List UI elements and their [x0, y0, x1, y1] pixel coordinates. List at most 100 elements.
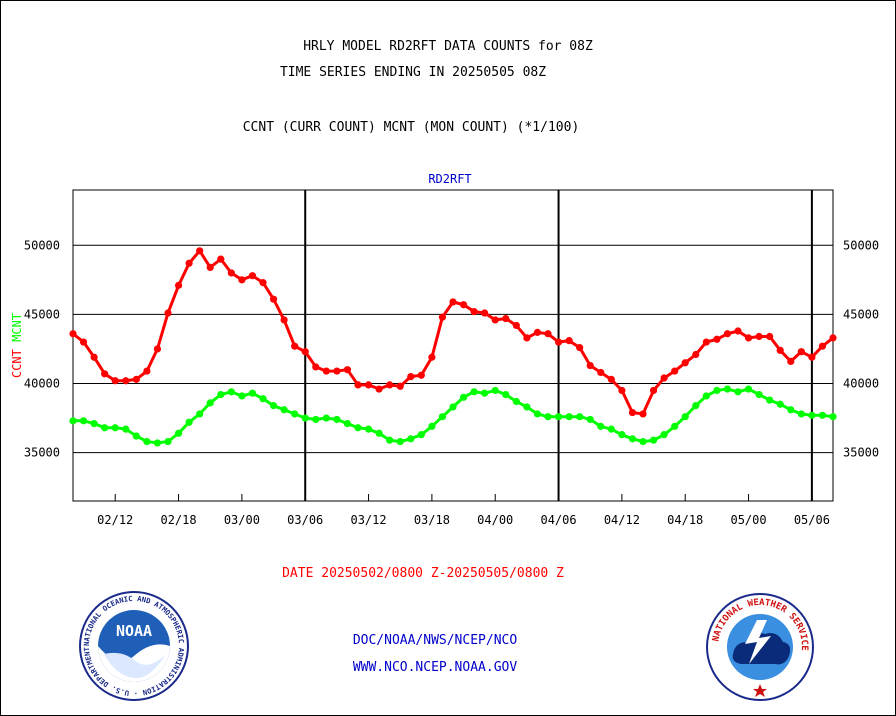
data-point-mcnt	[217, 390, 225, 399]
data-point-mcnt	[502, 390, 510, 399]
x-tick-label: 03/06	[287, 513, 323, 527]
data-point-mcnt	[755, 390, 763, 399]
data-point-mcnt	[122, 425, 130, 433]
data-point-ccnt	[196, 247, 204, 255]
data-point-ccnt	[502, 314, 510, 323]
data-point-ccnt	[533, 328, 542, 336]
data-point-mcnt	[702, 392, 710, 400]
data-point-ccnt	[280, 316, 288, 324]
data-point-ccnt	[797, 348, 805, 356]
data-point-mcnt	[153, 439, 162, 447]
data-point-mcnt	[375, 429, 383, 437]
data-point-ccnt	[132, 375, 140, 383]
x-tick-label: 04/06	[540, 513, 576, 527]
data-point-ccnt	[90, 353, 98, 361]
data-point-ccnt	[322, 367, 330, 375]
series-line-mcnt	[73, 387, 834, 445]
data-point-mcnt	[481, 389, 489, 397]
nws-logo: NATIONAL WEATHER SERVICE	[706, 593, 814, 701]
data-point-mcnt	[586, 415, 594, 424]
data-point-ccnt	[734, 327, 742, 335]
data-point-mcnt	[438, 413, 447, 421]
data-point-mcnt	[333, 415, 341, 424]
y-tick-label-right: 35000	[843, 446, 879, 460]
data-point-mcnt	[259, 395, 267, 403]
data-point-mcnt	[607, 425, 615, 433]
data-point-mcnt	[744, 385, 753, 393]
data-point-ccnt	[143, 367, 151, 375]
data-point-ccnt	[607, 375, 615, 383]
data-point-ccnt	[808, 353, 816, 361]
data-point-ccnt	[396, 382, 404, 390]
data-point-mcnt	[734, 388, 742, 396]
data-point-mcnt	[808, 411, 816, 419]
data-point-mcnt	[554, 413, 563, 421]
data-point-mcnt	[766, 396, 774, 404]
data-point-ccnt	[681, 359, 689, 367]
data-point-mcnt	[322, 414, 330, 422]
data-point-ccnt	[122, 377, 130, 385]
data-point-ccnt	[301, 348, 309, 356]
data-point-ccnt	[755, 332, 763, 341]
data-point-ccnt	[618, 386, 626, 395]
data-point-ccnt	[544, 330, 552, 338]
data-point-ccnt	[671, 367, 679, 375]
data-point-ccnt	[185, 259, 193, 267]
chart-title: RD2RFT	[428, 172, 471, 186]
data-point-mcnt	[174, 429, 183, 437]
data-point-ccnt	[744, 334, 753, 342]
data-point-ccnt	[459, 301, 468, 309]
noaa-logo: NATIONAL OCEANIC AND ATMOSPHERIC ADMINIS…	[78, 590, 189, 701]
data-point-ccnt	[333, 367, 341, 375]
data-point-ccnt	[217, 255, 225, 263]
data-point-mcnt	[597, 422, 605, 430]
data-point-mcnt	[132, 432, 140, 440]
y-axis-label-part: CCNT	[10, 349, 24, 378]
footer-date-range: DATE 20250502/0800 Z-20250505/0800 Z	[282, 566, 564, 581]
header-title: HRLY MODEL RD2RFT DATA COUNTS for 08Z	[303, 39, 593, 54]
data-point-mcnt	[649, 436, 658, 444]
data-point-ccnt	[364, 381, 373, 389]
data-point-mcnt	[523, 403, 531, 411]
data-point-ccnt	[312, 363, 320, 371]
data-point-ccnt	[386, 381, 394, 389]
data-point-mcnt	[354, 424, 362, 432]
data-point-mcnt	[491, 386, 499, 395]
data-point-mcnt	[248, 389, 257, 397]
header-subtitle: TIME SERIES ENDING IN 20250505 08Z	[279, 65, 547, 80]
data-point-ccnt	[238, 276, 246, 284]
x-tick-label: 04/00	[477, 513, 513, 527]
data-point-ccnt	[766, 332, 774, 341]
data-point-mcnt	[692, 402, 700, 410]
data-point-mcnt	[396, 437, 404, 446]
data-point-mcnt	[90, 419, 98, 428]
data-point-mcnt	[470, 388, 478, 396]
y-tick-label-left: 50000	[24, 238, 60, 252]
data-point-mcnt	[723, 385, 732, 393]
data-point-ccnt	[438, 313, 447, 321]
data-point-ccnt	[206, 263, 214, 272]
data-point-ccnt	[713, 335, 721, 343]
header-legend-text: CCNT (CURR COUNT) MCNT (MON COUNT) (*1/1…	[242, 120, 580, 135]
data-point-ccnt	[554, 338, 563, 346]
data-point-mcnt	[512, 397, 520, 406]
data-point-mcnt	[417, 431, 425, 439]
data-point-mcnt	[143, 437, 151, 446]
data-point-ccnt	[628, 408, 637, 417]
data-point-mcnt	[196, 410, 204, 418]
data-point-ccnt	[829, 334, 837, 342]
data-point-ccnt	[69, 330, 77, 338]
data-point-ccnt	[692, 350, 700, 359]
data-point-mcnt	[628, 435, 637, 443]
data-point-ccnt	[639, 410, 647, 418]
y-axis-label: CCNT MCNT	[10, 313, 24, 378]
data-point-ccnt	[111, 377, 119, 385]
data-point-mcnt	[206, 399, 214, 407]
x-tick-label: 04/18	[667, 513, 703, 527]
data-point-mcnt	[79, 417, 88, 425]
noaa-logo-text: NOAA	[116, 622, 152, 640]
data-point-ccnt	[787, 357, 795, 365]
data-point-ccnt	[576, 343, 584, 352]
data-point-ccnt	[565, 337, 573, 345]
data-point-ccnt	[702, 338, 710, 346]
